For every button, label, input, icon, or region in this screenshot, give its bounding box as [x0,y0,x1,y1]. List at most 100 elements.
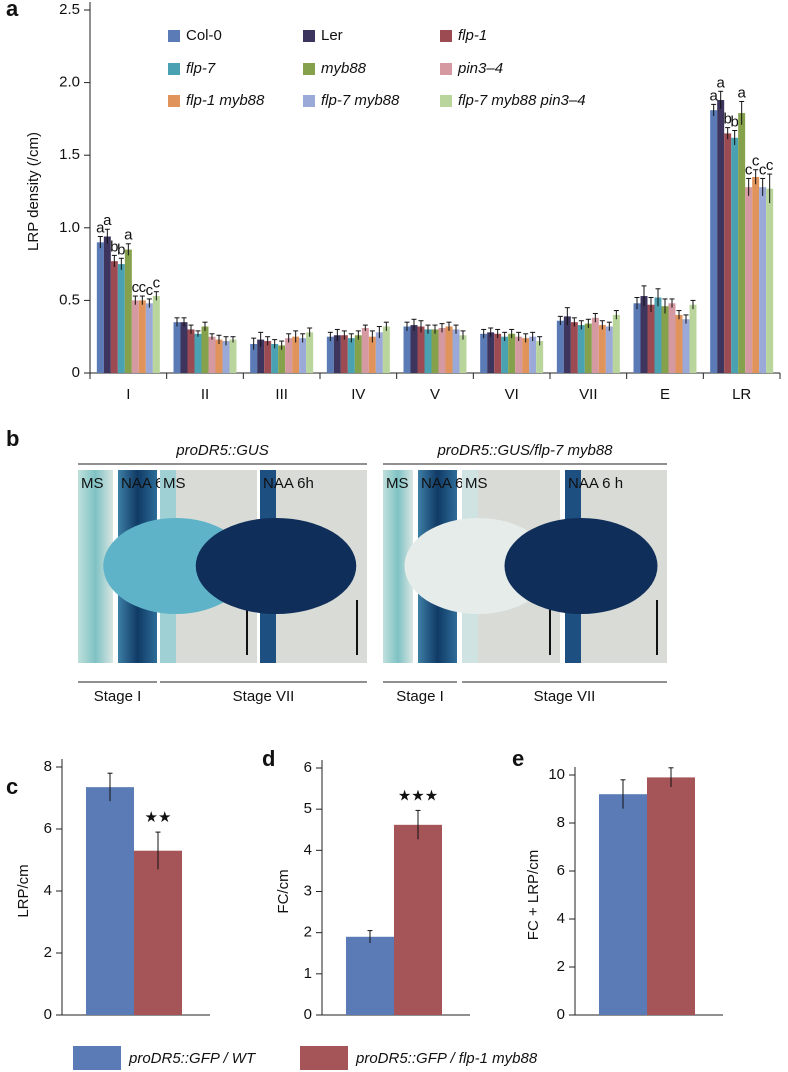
legend-label: flp-1 myb88 [186,92,265,109]
bar [668,303,676,373]
x-tick-label: IV [351,386,365,403]
bar [180,322,188,373]
bar [752,176,760,373]
legend-swatch [168,63,180,75]
y-tick-label: 2 [44,944,52,961]
bar [354,335,362,373]
significance-letter: c [132,279,140,296]
legend-swatch [440,30,452,42]
legend-label: proDR5::GFP / WT [128,1050,257,1067]
significance-letter: b [730,113,738,130]
x-tick-label: LR [732,386,751,403]
bar [431,329,439,373]
bar [410,325,418,373]
bar [647,777,695,1015]
image-label: MS [386,475,409,492]
bar [717,100,725,374]
y-tick-label: 1.5 [59,146,80,163]
image-label: MS [465,475,488,492]
bar [598,325,606,373]
stage-label: Stage I [396,688,444,705]
bar [508,333,516,373]
bar [96,242,104,373]
bar [417,326,425,373]
bar [766,188,774,373]
x-tick-label: I [126,386,130,403]
bar [459,335,467,373]
bar [522,338,530,373]
bar [333,335,341,373]
bar [131,300,139,373]
legend-label: flp-7 myb88 pin3–4 [458,92,586,109]
bar [257,339,265,373]
x-tick-label: III [275,386,288,403]
bar [480,333,488,373]
x-tick-label: II [201,386,209,403]
bar [103,236,111,373]
bar [361,327,369,373]
panel-label: b [6,426,19,451]
bar [675,314,683,373]
bar [138,300,146,373]
bar [438,327,446,373]
bar [375,332,383,373]
bar [382,326,390,373]
bar [368,336,376,373]
panel-label: d [262,746,275,771]
significance-letter: c [745,161,753,178]
panel-label: c [6,774,18,799]
stage-label: Stage I [94,688,142,705]
y-tick-label: 8 [44,758,52,775]
legend-swatch [303,95,315,107]
bar [187,329,195,373]
stage-label: Stage VII [534,688,596,705]
legend-swatch [73,1046,121,1070]
bar [278,345,286,373]
bar [759,187,767,373]
legend-swatch [168,95,180,107]
panel-label: e [512,746,524,771]
bar [605,326,613,373]
y-axis-label: FC/cm [275,869,292,913]
bar [340,335,348,373]
significance-letter: b [117,241,125,258]
bar [731,137,739,373]
bar [563,316,571,373]
bar [745,187,753,373]
significance-letter: a [716,74,725,91]
bar [173,322,181,373]
significance-letter: c [759,161,767,178]
bar [654,297,662,373]
bar [599,794,647,1015]
bar [529,336,537,373]
y-tick-label: 4 [44,882,52,899]
x-tick-label: E [660,386,670,403]
bar [738,113,746,373]
y-tick-label: 0 [72,364,80,381]
bar [152,296,160,373]
y-tick-label: 6 [557,862,565,879]
bar [570,322,578,373]
bar [117,264,125,373]
significance-letter: c [146,282,154,299]
bar [501,336,509,373]
significance-letter: c [766,157,774,174]
group-title: proDR5::GUS [175,442,269,459]
image-label: MS [163,475,186,492]
bar [215,339,223,373]
legend-swatch [303,30,315,42]
significance-letter: a [124,227,133,244]
legend-swatch [168,30,180,42]
bar [264,341,272,373]
legend-label: flp-1 [458,27,487,44]
significance-stars: ★★★ [398,787,438,804]
y-tick-label: 6 [44,820,52,837]
y-tick-label: 3 [304,882,312,899]
bar [110,261,118,373]
bar [194,333,202,373]
legend-label: flp-7 [186,60,216,77]
bar [394,824,442,1015]
bar [299,338,307,373]
significance-letter: a [103,212,112,229]
y-axis-label: LRP/cm [15,864,32,917]
